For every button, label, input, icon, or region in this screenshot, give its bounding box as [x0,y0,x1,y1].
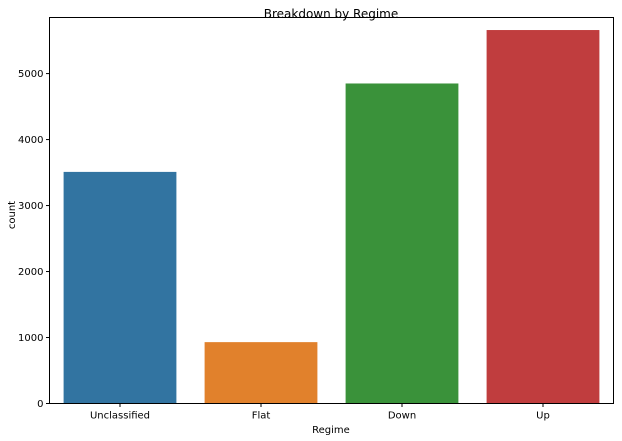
y-tick-label: 4000 [18,135,43,146]
y-axis-ticks: 0 1000 2000 3000 4000 5000 [18,69,50,410]
bars-group [63,30,600,404]
bar-flat [204,342,318,404]
y-tick-label: 1000 [18,333,43,344]
x-axis-label: Regime [312,425,350,436]
x-tick-label: Down [388,411,416,422]
y-tick-label: 2000 [18,267,43,278]
x-tick-label: Unclassified [90,411,150,422]
x-tick-label: Up [536,411,550,422]
x-axis-ticks: Unclassified Flat Down Up [90,403,550,422]
bar-up [486,30,600,404]
y-axis-label: count [7,201,18,229]
bar-unclassified [63,171,177,404]
x-tick-label: Flat [252,411,271,422]
y-tick-label: 0 [37,399,43,410]
bar-down [345,83,459,404]
y-tick-label: 3000 [18,201,43,212]
y-tick-label: 5000 [18,69,43,80]
chart-title: Breakdown by Regime [264,7,399,21]
